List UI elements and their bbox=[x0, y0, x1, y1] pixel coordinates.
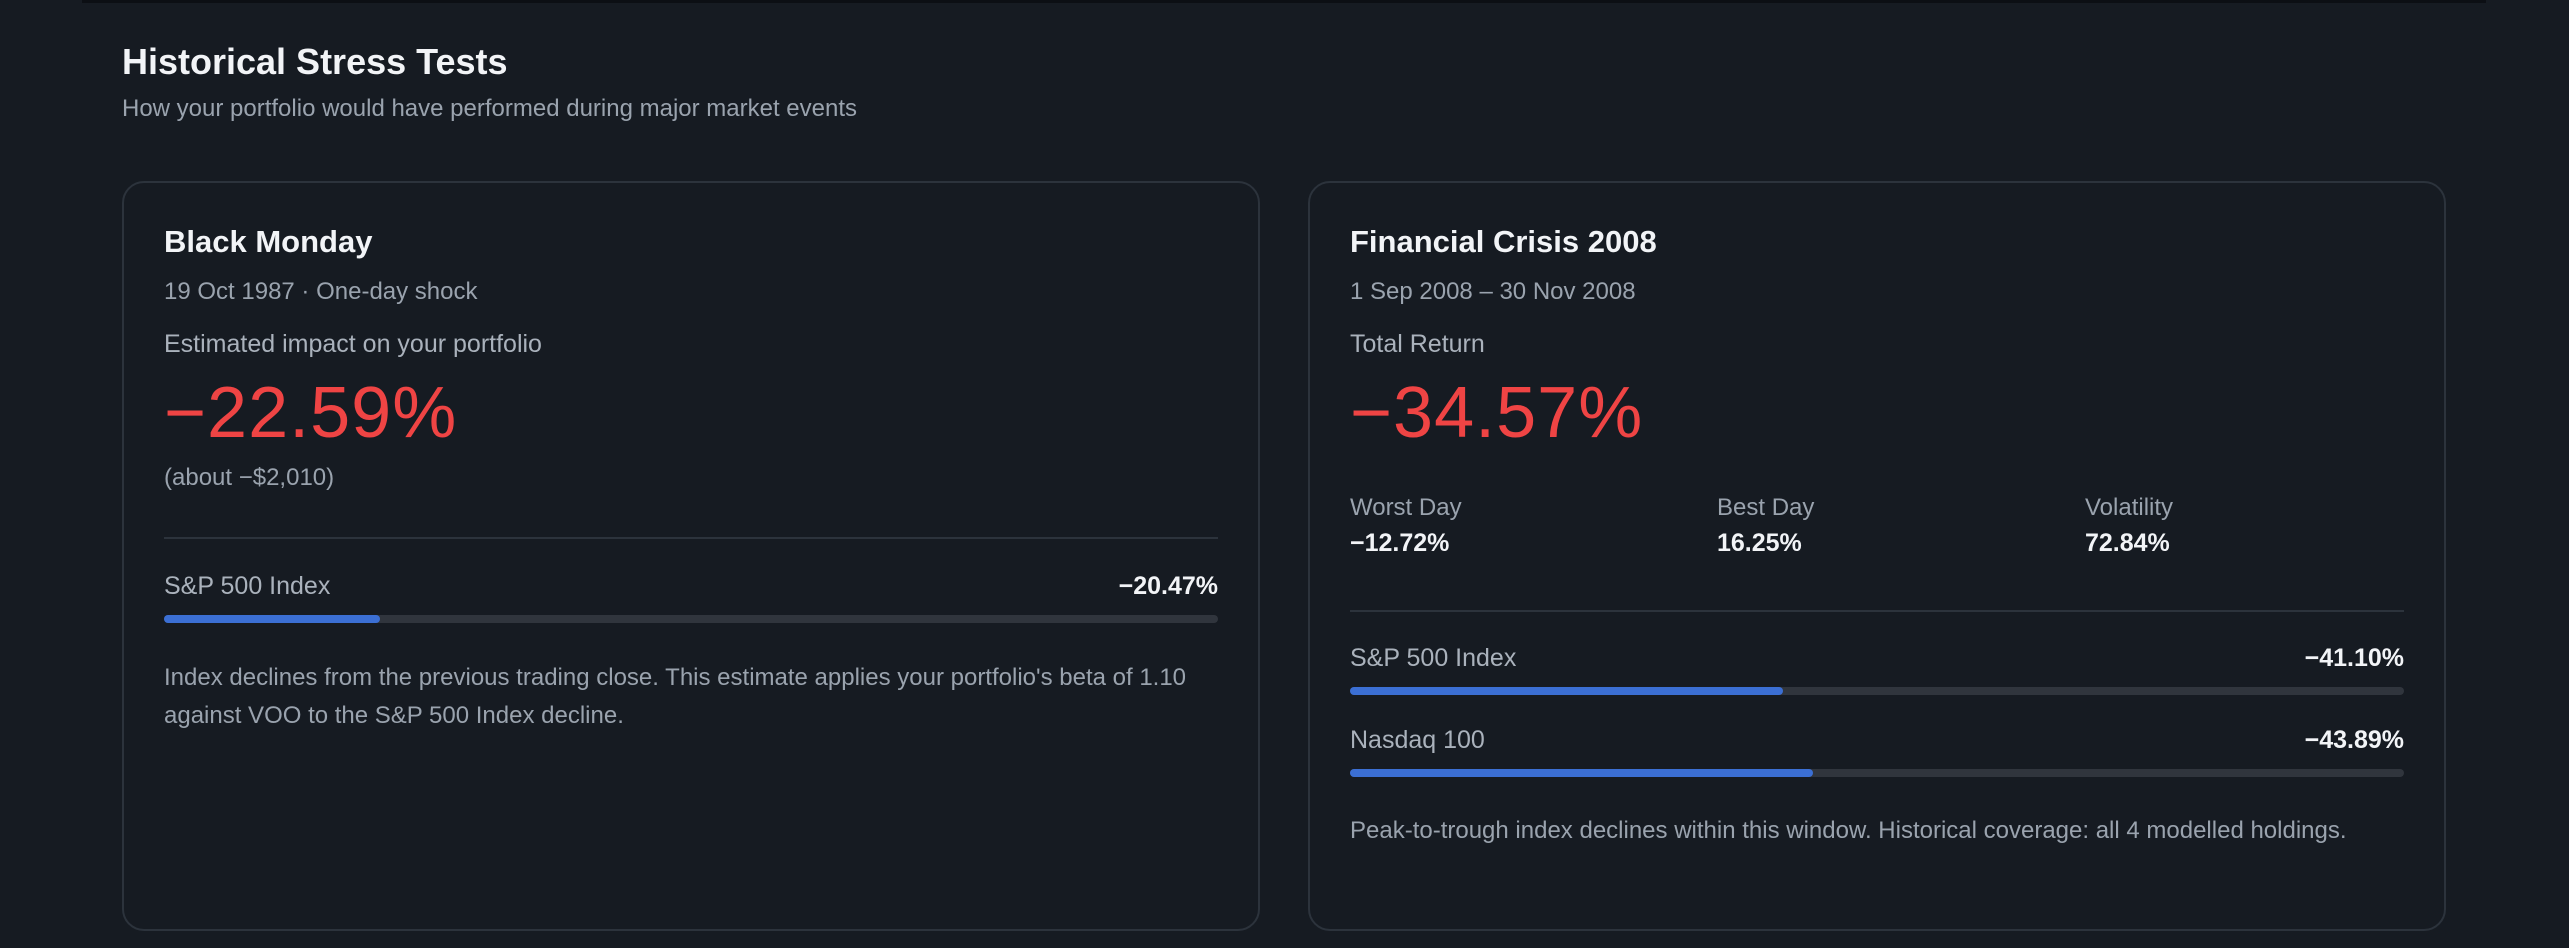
index-value: −43.89% bbox=[2304, 726, 2404, 754]
index-name: S&P 500 Index bbox=[164, 572, 331, 600]
total-return-label: Total Return bbox=[1350, 330, 1485, 358]
index-bar-track bbox=[1350, 769, 2404, 777]
card-title: Financial Crisis 2008 bbox=[1350, 224, 1657, 259]
stat-worst-day: Worst Day −12.72% bbox=[1350, 493, 1462, 559]
stat-label: Best Day bbox=[1717, 494, 1815, 521]
index-name: S&P 500 Index bbox=[1350, 644, 1517, 672]
stat-value: 16.25% bbox=[1717, 529, 1802, 557]
page-subtitle: How your portfolio would have performed … bbox=[122, 95, 858, 122]
portfolio-impact-value: −22.59% bbox=[164, 373, 458, 453]
divider bbox=[164, 537, 1218, 539]
impact-amount: (about −$2,010) bbox=[164, 464, 335, 491]
index-value: −20.47% bbox=[1118, 572, 1218, 600]
index-bar-fill bbox=[1350, 769, 1813, 777]
index-bar-track bbox=[164, 615, 1218, 623]
card-note: Index declines from the previous trading… bbox=[164, 664, 1187, 729]
stat-value: −12.72% bbox=[1350, 529, 1450, 557]
stress-test-card-black-monday: Black Monday 19 Oct 1987 · One-day shock… bbox=[122, 181, 1260, 931]
stats-row: Worst Day −12.72% Best Day 16.25% Volati… bbox=[1350, 493, 2404, 563]
index-value: −41.10% bbox=[2304, 644, 2404, 672]
impact-label: Estimated impact on your portfolio bbox=[164, 330, 542, 358]
stat-label: Volatility bbox=[2085, 494, 2174, 521]
card-date: 19 Oct 1987 · One-day shock bbox=[164, 278, 478, 305]
stat-value: 72.84% bbox=[2085, 529, 2170, 557]
page-header: Historical Stress Tests How your portfol… bbox=[122, 40, 857, 124]
card-title: Black Monday bbox=[164, 224, 373, 259]
page-title: Historical Stress Tests bbox=[122, 41, 508, 82]
card-date: 1 Sep 2008 – 30 Nov 2008 bbox=[1350, 278, 1636, 305]
stress-test-card-financial-crisis-2008: Financial Crisis 2008 1 Sep 2008 – 30 No… bbox=[1308, 181, 2446, 931]
stat-label: Worst Day bbox=[1350, 494, 1462, 521]
index-bar-track bbox=[1350, 687, 2404, 695]
total-return-value: −34.57% bbox=[1350, 373, 1644, 453]
top-divider bbox=[82, 0, 2486, 3]
index-name: Nasdaq 100 bbox=[1350, 726, 1485, 754]
card-note: Peak-to-trough index declines within thi… bbox=[1350, 817, 2347, 844]
index-bar-fill bbox=[164, 615, 381, 623]
index-bar-fill bbox=[1350, 687, 1784, 695]
stat-volatility: Volatility 72.84% bbox=[2085, 493, 2173, 559]
divider bbox=[1350, 610, 2404, 612]
stat-best-day: Best Day 16.25% bbox=[1717, 493, 1814, 559]
